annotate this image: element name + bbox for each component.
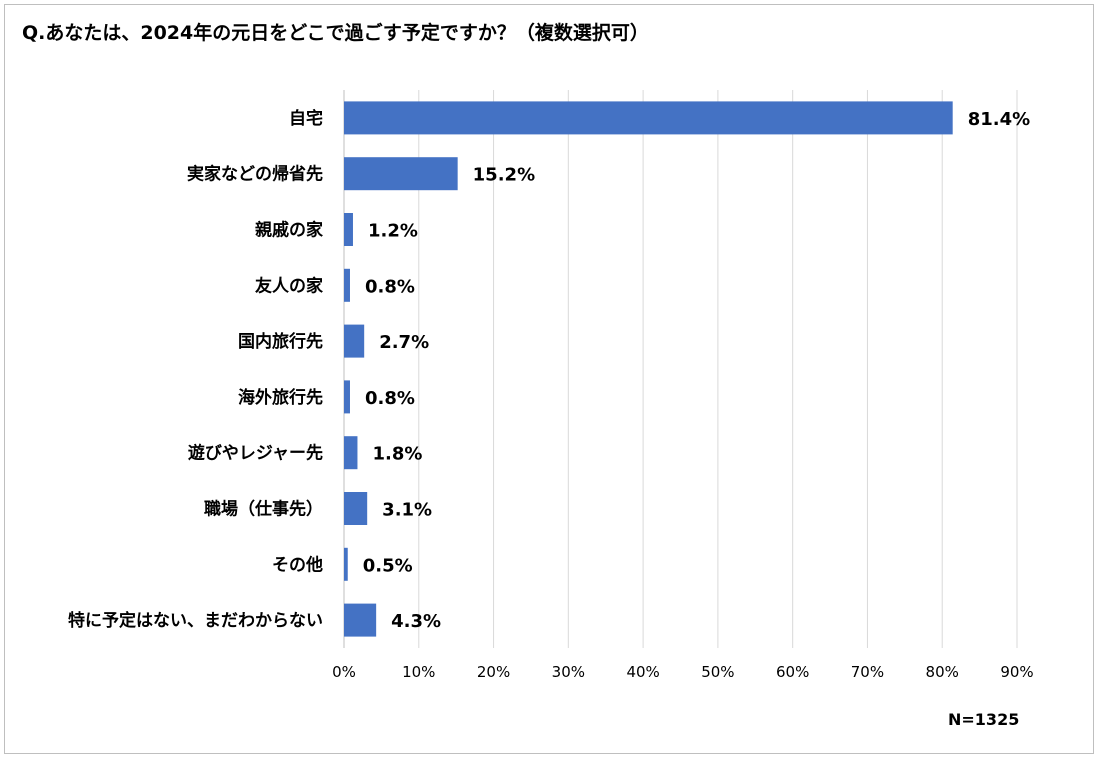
bar: [344, 213, 353, 246]
sample-size-note: N=1325: [948, 710, 1020, 729]
data-label: 2.7%: [379, 332, 429, 353]
bar: [344, 380, 350, 414]
chart-title: Q.あなたは、2024年の元日をどこで過ごす予定ですか？（複数選択可）: [22, 22, 649, 44]
data-label: 3.1%: [382, 500, 432, 521]
x-tick-label: 0%: [332, 663, 356, 681]
x-tick-label: 30%: [552, 663, 585, 681]
x-tick-label: 70%: [851, 663, 884, 681]
category-label: その他: [272, 554, 323, 575]
bar: [344, 268, 350, 302]
bar: [344, 157, 458, 191]
bar: [344, 324, 365, 358]
data-label: 15.2%: [473, 165, 535, 186]
category-label: 国内旅行先: [238, 331, 323, 352]
data-label: 0.5%: [363, 555, 413, 576]
data-label: 0.8%: [365, 276, 415, 297]
data-label: 1.2%: [368, 221, 418, 242]
bar: [344, 492, 368, 525]
category-label: 実家などの帰省先: [187, 164, 323, 185]
category-label: 海外旅行先: [238, 387, 323, 408]
data-label: 4.3%: [391, 611, 441, 632]
data-label: 81.4%: [968, 109, 1030, 130]
category-label: 自宅: [289, 108, 323, 129]
data-label: 1.8%: [372, 444, 422, 465]
bar: [344, 101, 953, 135]
data-label: 0.8%: [365, 388, 415, 409]
x-tick-label: 50%: [701, 663, 734, 681]
gridlines: [343, 90, 1018, 648]
x-tick-label: 20%: [477, 663, 510, 681]
bar: [344, 547, 348, 581]
category-label: 友人の家: [255, 275, 323, 296]
category-label: 親戚の家: [255, 220, 323, 241]
category-label: 職場（仕事先）: [204, 499, 323, 520]
x-tick-label: 90%: [1000, 663, 1033, 681]
category-label: 特に予定はない、まだわからない: [68, 610, 323, 631]
x-axis-ticks: 0% 10% 20% 30% 40% 50% 60% 70% 80% 90%: [332, 663, 1034, 681]
x-tick-label: 60%: [776, 663, 809, 681]
x-tick-label: 40%: [626, 663, 659, 681]
category-label: 遊びやレジャー先: [188, 443, 323, 464]
bar: [344, 603, 377, 637]
bars: [344, 101, 953, 637]
category-labels: 自宅実家などの帰省先親戚の家友人の家国内旅行先海外旅行先遊びやレジャー先職場（仕…: [68, 108, 323, 631]
x-tick-label: 80%: [926, 663, 959, 681]
value-labels: 81.4% 15.2% 1.2% 0.8% 2.7% 0.8% 1.8% 3.1% 0.5% 4.…: [363, 109, 1030, 632]
bar: [344, 436, 358, 470]
x-tick-label: 10%: [402, 663, 435, 681]
